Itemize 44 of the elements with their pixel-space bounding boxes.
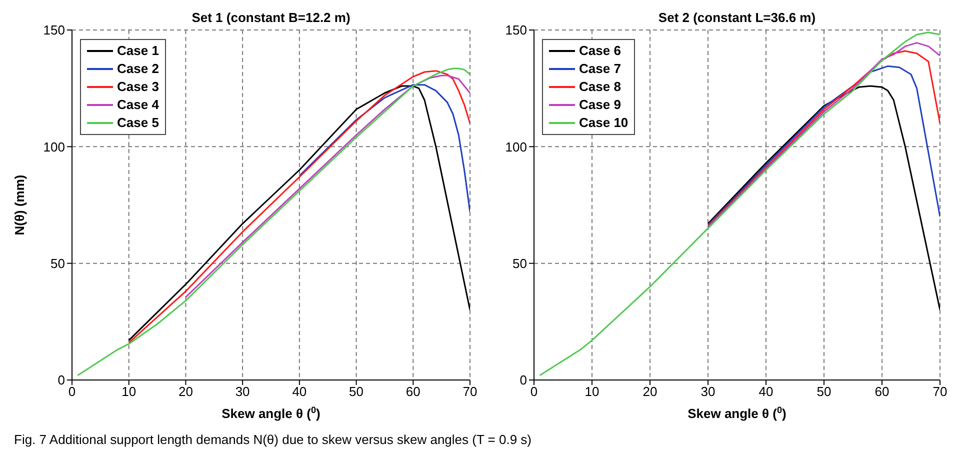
chart-title: Set 1 (constant B=12.2 m) bbox=[192, 10, 350, 25]
x-tick-label: 60 bbox=[874, 384, 890, 400]
legend-label: Case 8 bbox=[579, 78, 621, 96]
y-tick-label: 100 bbox=[43, 139, 65, 154]
x-tick-label: 30 bbox=[235, 384, 250, 400]
x-tick-label: 0 bbox=[530, 384, 538, 400]
x-tick-label: 10 bbox=[122, 384, 136, 400]
x-tick-label: 10 bbox=[584, 384, 600, 400]
legend-label: Case 6 bbox=[579, 42, 621, 60]
y-tick-label: 50 bbox=[50, 256, 65, 271]
x-tick-label: 40 bbox=[758, 384, 774, 400]
legend-label: Case 2 bbox=[117, 60, 159, 78]
y-tick-label: 0 bbox=[58, 372, 65, 388]
line-series bbox=[707, 85, 940, 311]
x-axis-title: Skew angle θ ($^{0}$) bbox=[688, 405, 786, 421]
x-tick-label: 40 bbox=[292, 384, 307, 400]
caption: Fig. 7 Additional support length demands N(θ) due to skew versus skew angles (T = 0.9 s) bbox=[14, 432, 532, 447]
x-tick-label: 70 bbox=[932, 384, 948, 400]
y-axis-title: N(θ) (mm) bbox=[12, 174, 27, 236]
chart-title: Set 2 (constant L=36.6 m) bbox=[658, 10, 816, 25]
legend-label: Case 9 bbox=[579, 96, 621, 114]
y-tick-label: 0 bbox=[520, 372, 527, 388]
legend-label: Case 3 bbox=[117, 78, 159, 96]
legend-label: Case 10 bbox=[579, 114, 628, 132]
legend-label: Case 7 bbox=[579, 60, 621, 78]
x-tick-label: 50 bbox=[816, 384, 832, 400]
x-axis-title: Skew angle θ ($^{0}$) bbox=[222, 405, 320, 421]
x-tick-label: 60 bbox=[406, 384, 420, 400]
x-tick-label: 20 bbox=[642, 384, 658, 400]
y-tick-label: 150 bbox=[43, 22, 65, 38]
y-tick-label: 150 bbox=[505, 22, 527, 38]
x-tick-label: 50 bbox=[349, 384, 364, 400]
line-series bbox=[184, 74, 470, 298]
x-tick-label: 20 bbox=[178, 384, 193, 400]
x-tick-label: 0 bbox=[68, 384, 76, 400]
y-tick-label: 100 bbox=[505, 139, 527, 154]
x-tick-label: 70 bbox=[462, 384, 478, 400]
legend-label: Case 1 bbox=[117, 42, 159, 60]
y-tick-label: 50 bbox=[512, 256, 527, 271]
legend-label: Case 4 bbox=[117, 96, 159, 114]
line-series bbox=[298, 84, 470, 213]
legend-label: Case 5 bbox=[117, 114, 159, 132]
x-tick-label: 30 bbox=[700, 384, 716, 400]
line-series bbox=[539, 32, 940, 376]
